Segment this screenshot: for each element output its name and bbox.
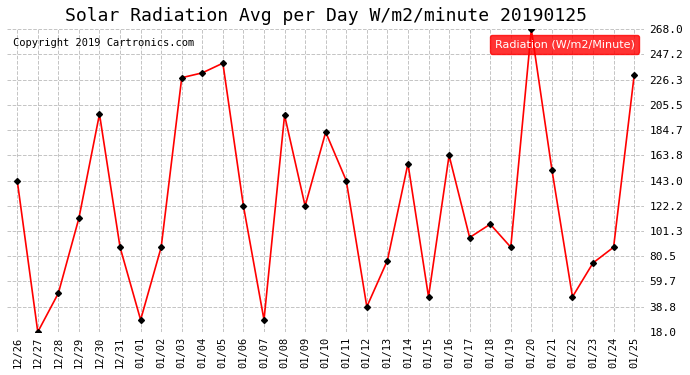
Legend: Radiation (W/m2/Minute): Radiation (W/m2/Minute): [490, 35, 639, 54]
Title: Solar Radiation Avg per Day W/m2/minute 20190125: Solar Radiation Avg per Day W/m2/minute …: [65, 7, 586, 25]
Text: Copyright 2019 Cartronics.com: Copyright 2019 Cartronics.com: [13, 38, 195, 48]
